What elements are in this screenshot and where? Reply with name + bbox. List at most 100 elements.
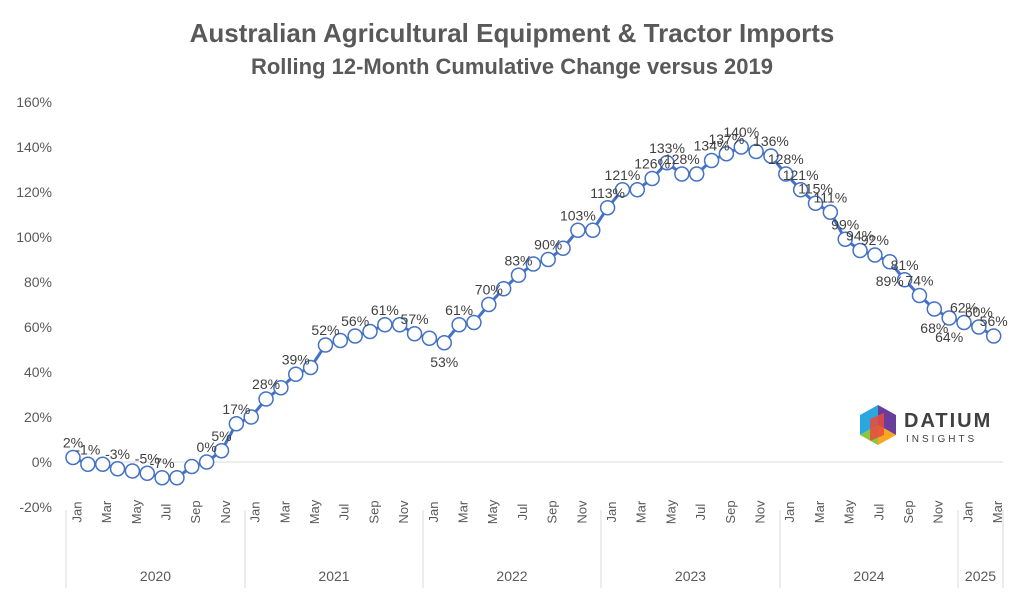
data-point	[867, 247, 883, 263]
x-year-label: 2022	[496, 568, 527, 584]
data-label: 136%	[753, 133, 789, 149]
x-tick-month: Sep	[188, 500, 203, 523]
x-tick-month: Mar	[812, 500, 827, 523]
data-label: 56%	[341, 313, 369, 329]
data-point	[956, 314, 972, 331]
x-tick-month: Jan	[960, 502, 975, 523]
x-tick-month: Sep	[901, 500, 916, 523]
x-year-label: 2024	[853, 568, 884, 584]
data-point	[94, 456, 111, 472]
x-tick-month: Nov	[753, 500, 768, 524]
y-tick-label: 140%	[16, 139, 52, 155]
y-axis: 160% 140% 120% 100% 80% 60% 40% 20% 0% -20%	[16, 94, 52, 515]
data-point	[317, 337, 334, 353]
data-label: 56%	[980, 313, 1008, 329]
data-label: 28%	[252, 376, 280, 392]
data-label: 113%	[590, 185, 625, 201]
data-point	[109, 461, 126, 477]
y-tick-label: 60%	[24, 319, 52, 335]
data-point	[466, 314, 482, 331]
data-point	[332, 332, 349, 349]
datium-logo: DATIUM INSIGHTS	[860, 405, 992, 445]
y-tick-label: 40%	[24, 364, 52, 380]
data-label: 5%	[211, 428, 231, 444]
data-label: 99%	[831, 216, 859, 232]
data-point	[807, 195, 824, 211]
chart-title: Australian Agricultural Equipment & Trac…	[189, 18, 835, 48]
data-label: 111%	[813, 189, 847, 205]
data-point	[911, 287, 928, 304]
data-label: 53%	[430, 354, 458, 370]
data-point	[139, 465, 155, 481]
x-tick-month: May	[842, 499, 857, 524]
data-point	[971, 319, 987, 335]
x-year-label: 2025	[965, 568, 996, 584]
data-point	[65, 449, 81, 466]
data-point	[837, 231, 853, 247]
data-point	[495, 281, 512, 297]
x-tick-month: Sep	[723, 500, 738, 523]
data-point	[436, 335, 452, 351]
data-label: 17%	[222, 401, 250, 417]
data-point	[555, 240, 571, 256]
data-point	[763, 148, 779, 164]
data-label: 121%	[783, 167, 819, 183]
data-points	[65, 139, 1002, 486]
data-label: 126%	[634, 156, 670, 172]
x-year-label: 2021	[318, 568, 349, 584]
data-point	[80, 456, 96, 472]
y-tick-label: 20%	[24, 409, 52, 425]
data-label: -3%	[105, 446, 130, 462]
x-tick-month: Jul	[159, 504, 174, 521]
data-label: 68%	[920, 320, 948, 336]
y-tick-label: -20%	[19, 499, 52, 515]
data-point	[941, 310, 957, 326]
data-point	[703, 152, 720, 169]
data-point	[169, 470, 185, 486]
data-point	[347, 328, 363, 344]
x-tick-month: Jul	[337, 504, 352, 521]
data-point	[733, 139, 749, 155]
data-label: 60%	[965, 304, 993, 320]
data-label: 57%	[401, 311, 429, 327]
data-label: 61%	[445, 302, 473, 318]
data-label: 137%	[708, 131, 744, 147]
x-tick-month: Nov	[396, 500, 411, 524]
data-point	[243, 409, 259, 425]
x-tick-month: Jan	[69, 502, 84, 523]
x-tick-month: May	[307, 499, 322, 524]
x-axis: Jan Mar May Jul Sep Nov Jan Mar May Jul Sep Nov Jan M…	[65, 461, 1005, 588]
data-point	[688, 166, 705, 182]
x-tick-month: Jul	[693, 504, 708, 521]
x-year-label: 2023	[675, 568, 706, 584]
data-label: 90%	[534, 237, 562, 253]
logo-name: DATIUM	[904, 410, 992, 432]
data-point	[822, 204, 839, 220]
data-label: 128%	[768, 151, 804, 167]
x-tick-month: Jan	[248, 502, 263, 523]
data-point	[674, 166, 690, 182]
data-point	[302, 359, 319, 376]
data-point	[985, 328, 1002, 344]
data-point	[792, 182, 809, 198]
x-tick-month: May	[485, 499, 500, 524]
logo-sub: INSIGHTS	[906, 434, 977, 445]
data-point	[154, 470, 170, 486]
x-tick-month: Nov	[931, 500, 946, 524]
data-label: 70%	[475, 282, 503, 298]
x-tick-month: Mar	[634, 500, 649, 523]
x-tick-month: May	[129, 499, 144, 524]
data-point	[778, 166, 794, 182]
data-label: 39%	[282, 351, 310, 367]
data-label: 0%	[197, 439, 217, 455]
x-tick-month: Sep	[545, 500, 560, 523]
x-tick-month: Nov	[218, 500, 233, 524]
data-point	[184, 458, 200, 475]
x-tick-month: Nov	[574, 500, 589, 524]
data-label: -7%	[150, 455, 175, 471]
data-point	[540, 251, 556, 268]
data-point	[406, 326, 423, 342]
data-point	[629, 182, 646, 198]
data-label: -1%	[75, 441, 100, 457]
y-tick-label: 160%	[16, 94, 52, 110]
